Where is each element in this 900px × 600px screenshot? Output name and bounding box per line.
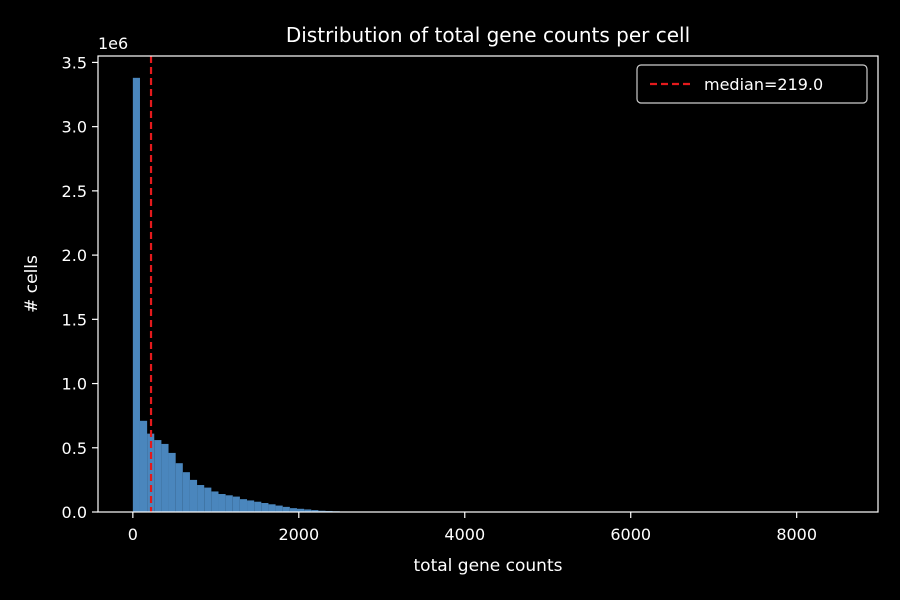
y-axis-title: # cells [22, 255, 42, 313]
x-axis-ticks: 0 2000 4000 6000 8000 [128, 512, 817, 544]
y-tick-label: 3.0 [62, 118, 87, 137]
y-axis-ticks: 0.0 0.5 1.0 1.5 2.0 2.5 3.0 3.5 [62, 53, 98, 522]
x-tick-label: 4000 [444, 525, 485, 544]
histogram-bars [132, 77, 419, 513]
plot-frame [97, 55, 879, 513]
histogram-bar [268, 504, 276, 512]
histogram-bar [311, 510, 319, 512]
histogram-bar [132, 77, 140, 513]
histogram-bar [275, 505, 283, 512]
histogram-bar [168, 452, 176, 512]
histogram-bar [161, 443, 169, 512]
histogram-bar [218, 494, 226, 512]
chart-title: Distribution of total gene counts per ce… [286, 23, 690, 47]
x-tick-label: 2000 [278, 525, 319, 544]
histogram-bar [225, 495, 233, 512]
histogram-bar [261, 503, 269, 512]
histogram-bar [189, 479, 198, 512]
x-tick-label: 8000 [776, 525, 817, 544]
x-axis-title: total gene counts [414, 556, 563, 576]
histogram-bar [182, 472, 190, 512]
histogram-bar [282, 506, 290, 512]
histogram-bar [197, 485, 205, 512]
y-offset-label: 1e6 [98, 34, 128, 53]
histogram-bar [139, 420, 148, 512]
x-tick-label: 0 [128, 525, 138, 544]
legend-box [636, 64, 868, 104]
x-tick-label: 6000 [610, 525, 651, 544]
histogram-bar [211, 491, 219, 512]
legend-median-label: median=219.0 [704, 75, 823, 94]
histogram-bar [318, 510, 326, 512]
histogram-bar [254, 501, 262, 512]
histogram-bar [154, 440, 162, 512]
legend: median=219.0 [636, 64, 868, 104]
histogram-bar [204, 487, 212, 512]
y-tick-label: 1.0 [62, 375, 87, 394]
histogram-bar [296, 508, 305, 512]
y-tick-label: 2.0 [62, 246, 87, 265]
y-tick-label: 2.5 [62, 182, 87, 201]
histogram-bar [175, 463, 183, 512]
histogram-bar [232, 496, 240, 512]
y-tick-label: 0.5 [62, 439, 87, 458]
histogram-bar [289, 508, 297, 512]
histogram-bar [247, 500, 255, 512]
histogram-bar [239, 499, 248, 512]
y-tick-label: 0.0 [62, 503, 87, 522]
y-tick-label: 3.5 [62, 53, 87, 72]
y-tick-label: 1.5 [62, 310, 87, 329]
histogram-bar [304, 509, 312, 512]
histogram-bar [147, 433, 155, 512]
